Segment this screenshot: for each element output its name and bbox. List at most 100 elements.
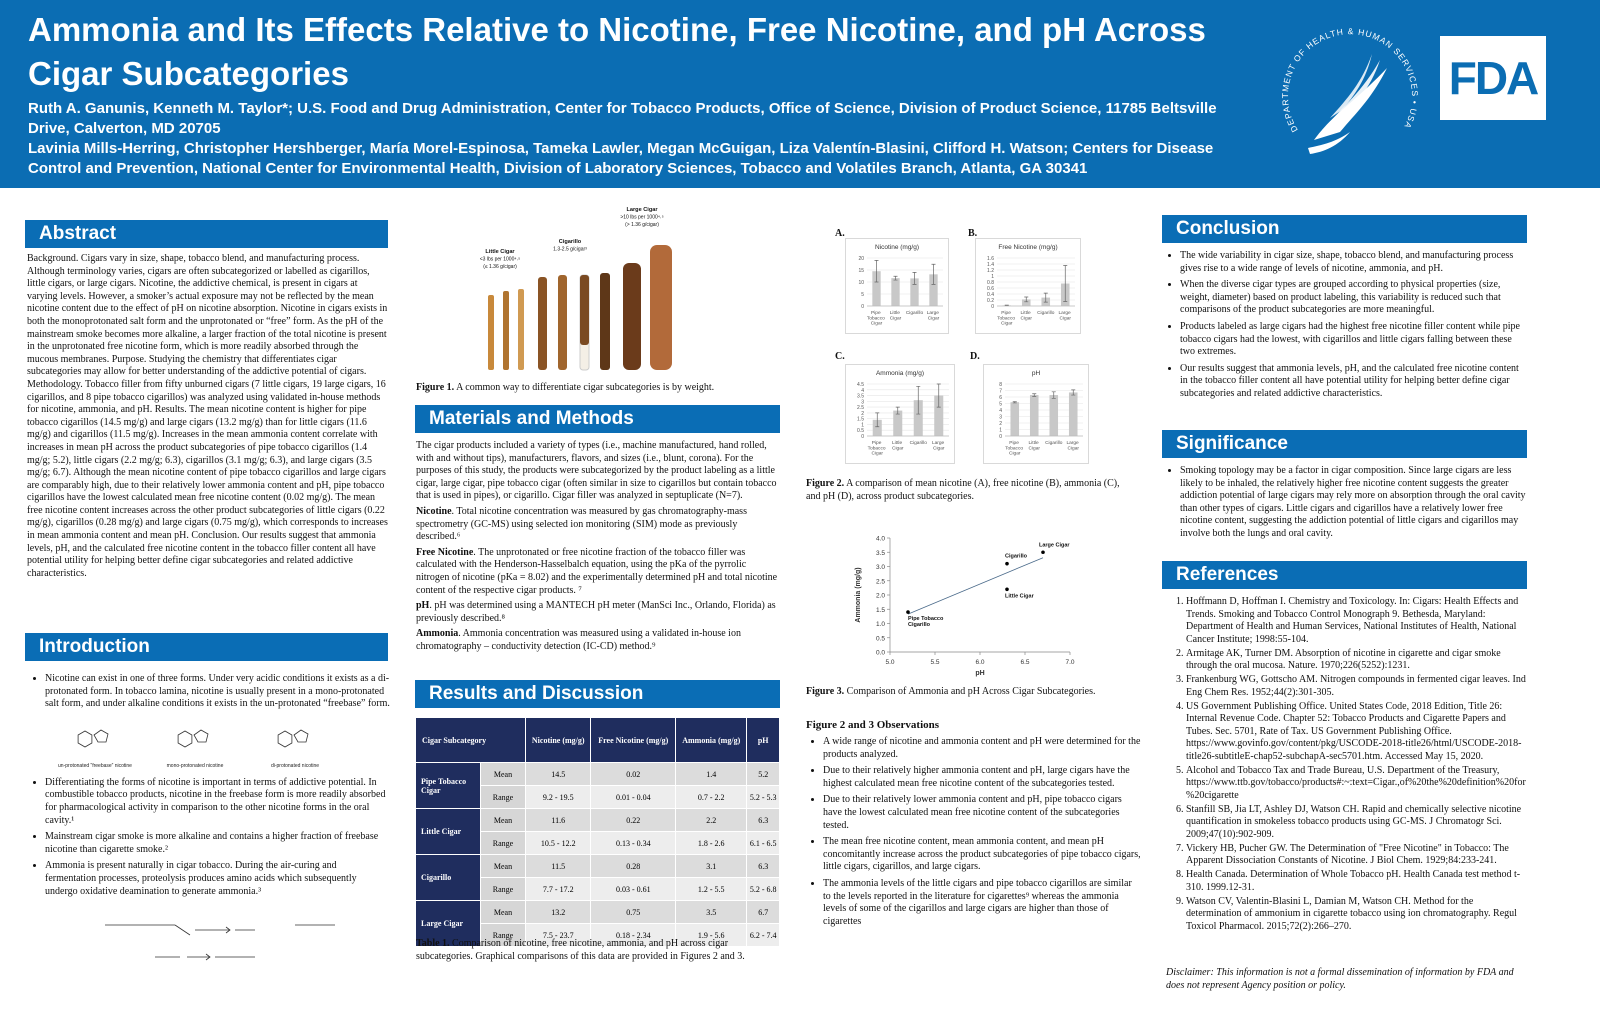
disclaimer: Disclaimer: This information is not a fo… <box>1166 967 1514 991</box>
table-row: Cigarillo Mean 11.5 0.28 3.1 6.3 <box>415 854 780 901</box>
label-line: Cigarillo <box>1045 440 1063 446</box>
stat-name: Mean <box>480 808 526 832</box>
label-line: Cigarillo <box>1037 310 1055 316</box>
form-label: mono-protonated nicotine <box>167 763 224 769</box>
table-cell: 0.7 - 2.2 <box>675 785 748 809</box>
table-cell: 3.1 <box>675 854 748 878</box>
methods-paragraph: pH. pH was determined using a MANTECH pH… <box>416 600 780 625</box>
ring <box>177 730 193 748</box>
x-tick-label: Little Cigar <box>890 310 902 321</box>
bar <box>872 419 882 436</box>
y-tick-label: 0.0 <box>876 650 885 657</box>
stat-name: Range <box>480 785 526 809</box>
methods-lead: Free Nicotine <box>416 546 474 558</box>
x-tick-label: 6.5 <box>1020 659 1029 666</box>
cigar <box>580 275 589 345</box>
error-bar <box>893 275 898 281</box>
y-tick-label: 2.5 <box>857 405 864 411</box>
stat-name: Range <box>480 923 526 947</box>
table-cell: 6.7 <box>746 900 780 924</box>
column-header: Free Nicotine (mg/g) <box>590 717 677 763</box>
table-cell: 6.1 - 6.5 <box>746 831 780 855</box>
methods-lead: pH <box>416 600 430 612</box>
bullet: A wide range of nicotine and ammonia con… <box>823 736 1142 761</box>
label-line: Large <box>1058 310 1072 316</box>
bar <box>934 395 944 436</box>
bar-chart: Ammonia (mg/g) 00.511.522.533.544.5 Pipe T… <box>845 364 955 464</box>
table-cell: 1.8 - 2.6 <box>675 831 748 855</box>
cigar <box>518 289 524 370</box>
x-tick-label: Cigarillo <box>1037 310 1055 316</box>
table-cell: 6.3 <box>746 808 780 832</box>
bullet: The mean free nicotine content, mean amm… <box>823 836 1142 874</box>
cigar <box>600 273 610 370</box>
bullet-list: Nicotine can exist in one of three forms… <box>28 673 390 902</box>
group-name: Cigarillo <box>415 854 481 901</box>
table-cell: 11.5 <box>524 854 592 878</box>
label-line: Cigarillo <box>910 440 928 446</box>
table-cell: 1.2 - 5.5 <box>675 877 748 901</box>
reference: Health Canada. Determination of Whole To… <box>1186 869 1528 894</box>
y-tick-label: 0 <box>861 434 864 440</box>
y-tick-label: 4.5 <box>857 382 864 388</box>
bullet: Due to their relatively lower ammonia co… <box>823 794 1142 832</box>
reference: Hoffmann D, Hoffman I. Chemistry and Tox… <box>1186 596 1528 646</box>
panel-letter: D. <box>970 351 980 362</box>
x-tick-label: Large Cigar <box>927 310 941 321</box>
label-line: Little <box>892 440 903 446</box>
caption-label: Figure 3. <box>806 686 845 697</box>
y-tick-label: 5 <box>861 292 864 298</box>
column-header: pH <box>746 717 780 763</box>
table-row: Pipe Tobacco Cigar Mean 14.5 0.02 1.4 5.2 <box>415 762 780 809</box>
y-tick-label: 3.0 <box>876 564 885 571</box>
table-cell: 0.22 <box>590 808 677 832</box>
methods-body: . Ammonia concentration was measured usi… <box>416 628 741 652</box>
bullet-list: A wide range of nicotine and ammonia con… <box>806 736 1142 932</box>
figure-label: <3 lbs per 1000⁴˒⁵ <box>480 257 521 263</box>
methods-lead: Nicotine <box>416 505 452 517</box>
table-cell: 5.2 - 6.8 <box>746 877 780 901</box>
y-tick-label: 20 <box>858 256 864 262</box>
point-label: Little Cigar <box>1005 593 1035 599</box>
y-tick-label: 1.6 <box>987 256 994 262</box>
bar <box>1021 299 1031 306</box>
table-row: Range 7.5 - 23.7 0.18 - 2.34 1.9 - 5.6 6.2 -… <box>416 923 780 947</box>
caption: Figure 1. A common way to differentiate … <box>416 382 781 395</box>
results-table: Cigar Subcategory Nicotine (mg/g) Free Nic… <box>415 717 780 947</box>
error-bar <box>1032 393 1037 397</box>
header-row: Cigar Subcategory Nicotine (mg/g) Free Nic… <box>415 717 780 763</box>
poster-title: Ammonia and Its Effects Relative to Nico… <box>28 11 1206 92</box>
abstract-text: Background. Cigars vary in size, shape, … <box>27 253 388 579</box>
y-tick-label: 0.5 <box>876 635 885 642</box>
label-line: Tobacco <box>868 445 887 451</box>
table-cell: 0.13 - 0.34 <box>590 831 677 855</box>
table-cell: 0.18 - 2.34 <box>590 923 677 947</box>
y-tick-label: 6 <box>999 395 1002 401</box>
caption-text: Comparison of nicotine, free nicotine, a… <box>416 938 745 962</box>
fda-logo-text: FDA <box>1448 52 1540 104</box>
cigar <box>558 275 567 370</box>
y-tick-label: 0 <box>861 304 864 310</box>
bullet: The wide variability in cigar size, shap… <box>1180 250 1527 275</box>
label-line: Pipe <box>1009 440 1020 446</box>
y-tick-label: 1 <box>861 422 864 428</box>
table-cell: 6.3 <box>746 854 780 878</box>
figure1-photo <box>488 245 672 371</box>
x-tick-label: Pipe Tobacco Cigar <box>1005 440 1024 457</box>
label-line: Large <box>1066 440 1080 446</box>
error-bar <box>931 263 936 285</box>
error-bar <box>875 412 880 428</box>
y-tick-label: 1.5 <box>876 607 885 614</box>
y-tick-label: 3 <box>999 415 1002 421</box>
table-cell: 1.9 - 5.6 <box>675 923 748 947</box>
bar <box>1029 395 1039 436</box>
x-tick-label: Cigarillo <box>910 440 928 446</box>
figure-label: Little Cigar <box>485 249 515 255</box>
group-name: Large Cigar <box>415 900 481 947</box>
reference: Alcohol and Tobacco Tax and Trade Bureau… <box>1186 765 1528 803</box>
caption-text: A comparison of mean nicotine (A), free … <box>806 478 1120 502</box>
table-row: Large Cigar Mean 13.2 0.75 3.5 6.7 <box>415 900 780 947</box>
y-tick-label: 4.0 <box>876 536 885 543</box>
